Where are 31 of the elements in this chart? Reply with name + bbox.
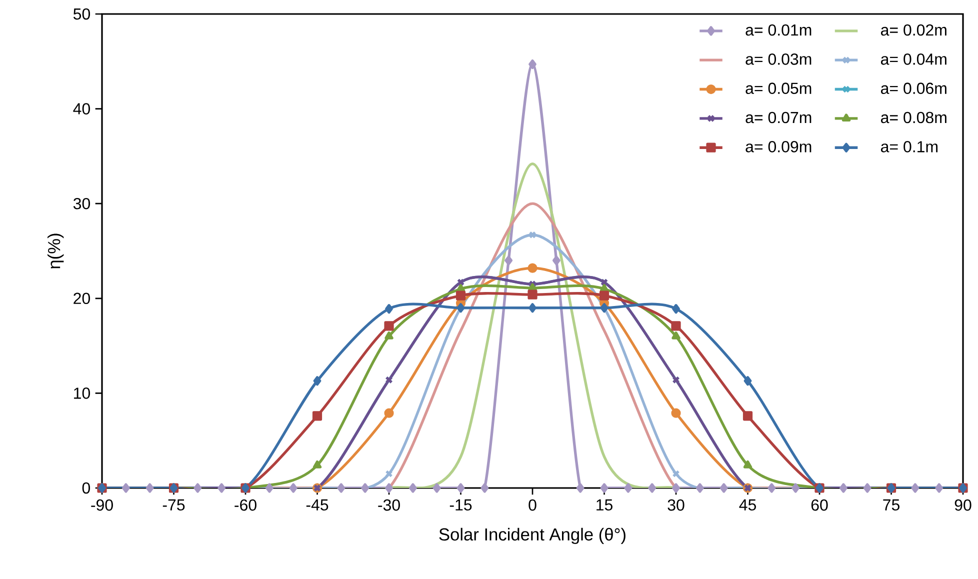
x-tick-label: -90 — [91, 499, 113, 511]
y-tick-label: 30 — [73, 198, 90, 210]
x-tick-label: 30 — [668, 499, 684, 511]
x-tick-label: 45 — [739, 499, 756, 511]
legend-label: a= 0.01m — [746, 24, 812, 36]
legend-label: a= 0.05m — [746, 82, 812, 94]
x-tick-label: 90 — [954, 499, 972, 511]
x-axis-title: Solar Incident Angle (θ°) — [439, 528, 626, 544]
x-tick-label: -60 — [234, 499, 256, 511]
y-tick-label: 0 — [82, 482, 90, 494]
x-tick-label: -45 — [306, 499, 328, 511]
legend-label: a= 0.06m — [880, 82, 946, 94]
y-tick-label: 50 — [73, 8, 90, 20]
x-tick-label: -75 — [162, 499, 185, 511]
x-tick-label: -15 — [450, 499, 472, 511]
y-axis-title: η(%) — [48, 234, 64, 268]
x-tick-label: 15 — [596, 499, 612, 511]
legend-label: a= 0.02m — [880, 24, 946, 36]
legend-label: a= 0.08m — [880, 112, 946, 124]
x-tick-label: -30 — [378, 499, 400, 511]
x-tick-label: 60 — [811, 499, 828, 511]
y-tick-label: 10 — [74, 388, 90, 399]
legend-label: a= 0.03m — [746, 54, 812, 65]
x-tick-label: 0 — [528, 499, 536, 511]
x-tick-label: 75 — [883, 499, 900, 511]
legend-label: a= 0.1m — [880, 141, 938, 152]
y-tick-label: 40 — [73, 103, 90, 114]
legend-label: a= 0.07m — [746, 112, 812, 124]
legend-label: a= 0.04m — [880, 54, 946, 65]
legend-label: a= 0.09m — [746, 141, 812, 152]
y-tick-label: 20 — [74, 292, 90, 304]
